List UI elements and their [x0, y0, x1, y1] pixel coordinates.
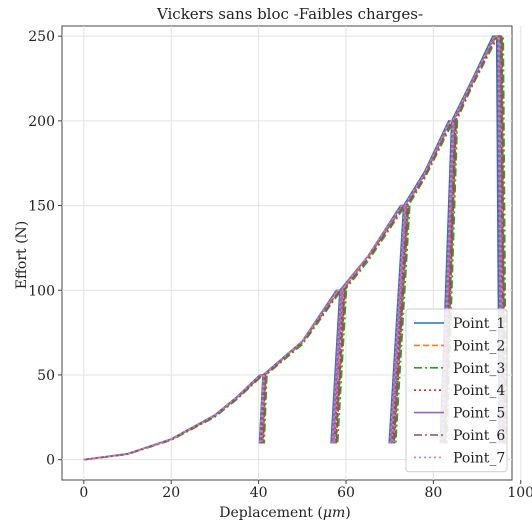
- x-axis-label: Deplacement (μm): [219, 505, 350, 521]
- legend-entry-label: Point_1: [453, 316, 505, 332]
- x-tick-label: 80: [424, 485, 442, 501]
- legend-entry-label: Point_5: [453, 406, 505, 422]
- legend-entry-label: Point_4: [453, 383, 505, 399]
- x-tick-label: 0: [79, 485, 88, 501]
- x-tick-label: 60: [337, 485, 355, 501]
- y-tick-label: 0: [46, 453, 55, 469]
- legend-entry-label: Point_6: [453, 428, 505, 444]
- series-line-point-6: [83, 35, 506, 461]
- x-tick-label: 40: [250, 485, 268, 501]
- series-line-point-7: [83, 35, 504, 461]
- legend: Point_1 Point_2 Point_3 Point_4 Point_5 Point…: [405, 308, 508, 473]
- y-axis-label: Effort (N): [14, 221, 30, 290]
- legend-entry-label: Point_2: [453, 338, 505, 354]
- x-tick-label: 100: [507, 485, 532, 501]
- y-tick-label: 50: [37, 368, 55, 384]
- legend-box: [405, 308, 508, 473]
- chart-title: Vickers sans bloc -Faibles charges-: [156, 5, 423, 23]
- y-tick-label: 150: [28, 199, 55, 215]
- y-tick-label: 250: [28, 29, 55, 45]
- y-tick-label: 200: [28, 114, 55, 130]
- legend-entry-label: Point_7: [453, 450, 505, 466]
- x-axis-label-unit: μm: [323, 505, 345, 521]
- axes: 0 20 40 60 80 100 0 50 100 150 200 250: [28, 29, 532, 501]
- series-layer: [83, 35, 508, 461]
- x-axis-label-close-paren: ): [345, 505, 350, 521]
- x-axis-label-text: Deplacement: [219, 505, 313, 521]
- x-tick-label: 20: [162, 485, 180, 501]
- x-axis-label-open-paren: (: [313, 505, 323, 521]
- legend-entry-label: Point_3: [453, 361, 505, 377]
- y-tick-label: 100: [28, 283, 55, 299]
